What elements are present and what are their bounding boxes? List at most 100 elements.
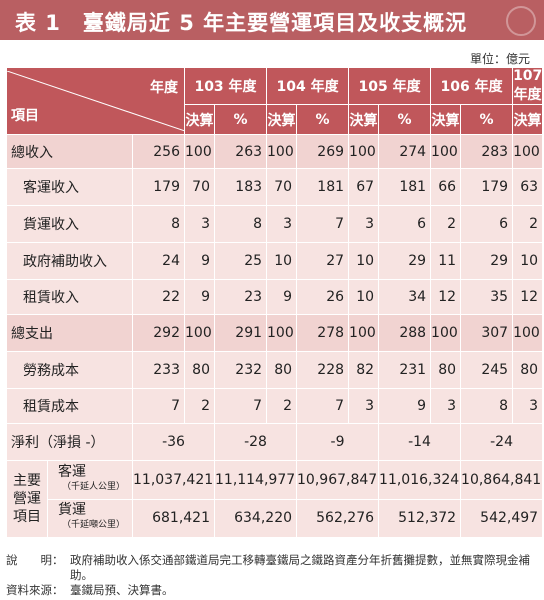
pct-cell: 80 xyxy=(184,351,215,389)
group-label-line: 營運 xyxy=(13,491,41,507)
pct-cell: 63 xyxy=(512,168,544,206)
row-label: 貨運收入 xyxy=(6,205,133,243)
table-row: 租賃成本 7 2 7 2 7 3 9 3 8 3 xyxy=(6,388,544,424)
year-header-105: 105 年度 xyxy=(348,67,432,105)
row-label: 總收入 xyxy=(6,134,133,169)
operation-row: 主要 營運 項目 客運 （千延人公里） 貨運 （千延噸公里） 11,037,421 11,114… xyxy=(6,460,544,538)
corner-header: 年度 項目 xyxy=(6,67,185,135)
value-cell: 228 xyxy=(296,351,350,389)
notes: 說 明： 政府補助收入係交通部鐵道局完工移轉臺鐵局之鐵路資產分年折舊攤提數，並無… xyxy=(6,553,538,598)
year-header-107: 107 年度 xyxy=(512,67,544,105)
table-row: 總收入 256 100 263 100 269 100 274 100 283 100 xyxy=(6,134,544,169)
note-label: 說 明： xyxy=(6,553,64,567)
table-row: 貨運收入 8 3 8 3 7 3 6 2 6 2 xyxy=(6,205,544,243)
net-value-cell: -14 xyxy=(378,423,462,461)
pct-header: % xyxy=(213,104,268,135)
value-cell: 22 xyxy=(132,279,185,315)
pct-cell: 100 xyxy=(430,134,462,169)
operation-value-cell: 681,421 xyxy=(132,498,215,538)
pct-cell: 9 xyxy=(184,242,215,280)
source-label: 資料來源： xyxy=(6,583,64,597)
value-cell: 7 xyxy=(213,388,268,424)
value-cell: 274 xyxy=(378,134,432,169)
operation-value-cell: 634,220 xyxy=(213,498,298,538)
value-cell: 29 xyxy=(378,242,432,280)
value-cell: 256 xyxy=(132,134,185,169)
table-row: 客運收入 179 70 183 70 181 67 181 66 179 63 xyxy=(6,168,544,206)
source-text: 臺鐵局預、決算書。 xyxy=(70,583,174,597)
decorative-emblem-icon xyxy=(506,6,536,36)
value-cell: 232 xyxy=(213,351,268,389)
value-cell: 245 xyxy=(460,351,514,389)
value-cell: 6 xyxy=(460,205,514,243)
row-label: 租賃成本 xyxy=(6,388,133,424)
pct-cell: 100 xyxy=(184,314,215,352)
operation-value-cell: 11,114,977 xyxy=(213,460,298,500)
settle-header: 決算 xyxy=(184,104,215,135)
item-axis-label: 項目 xyxy=(11,108,39,124)
value-cell: 181 xyxy=(296,168,350,206)
pct-cell: 10 xyxy=(266,242,298,280)
row-label: 勞務成本 xyxy=(6,351,133,389)
year-axis-label: 年度 xyxy=(150,80,178,96)
pct-cell: 100 xyxy=(348,134,380,169)
pct-cell: 9 xyxy=(184,279,215,315)
pct-cell: 3 xyxy=(184,205,215,243)
pct-cell: 80 xyxy=(430,351,462,389)
year-header-106: 106 年度 xyxy=(430,67,514,105)
pct-cell: 9 xyxy=(266,279,298,315)
route-unit: （千延噸公里） xyxy=(62,520,126,531)
pct-cell: 10 xyxy=(512,242,544,280)
operation-row: 681,421 634,220 562,276 512,372 542,497 xyxy=(7,498,544,538)
value-cell: 6 xyxy=(378,205,432,243)
pct-cell: 3 xyxy=(430,388,462,424)
title-bar: 表 1 臺鐵局近 5 年主要營運項目及收支概況 xyxy=(0,0,544,40)
note-text: 政府補助收入係交通部鐵道局完工移轉臺鐵局之鐵路資產分年折舊攤提數，並無實際現金補… xyxy=(70,553,530,582)
value-cell: 29 xyxy=(460,242,514,280)
pct-cell: 100 xyxy=(512,134,544,169)
value-cell: 7 xyxy=(132,388,185,424)
row-label: 客運收入 xyxy=(6,168,133,206)
pct-cell: 100 xyxy=(512,314,544,352)
value-cell: 307 xyxy=(460,314,514,352)
value-cell: 26 xyxy=(296,279,350,315)
operation-value-cell: 542,497 xyxy=(460,498,544,538)
operation-value-cell: 10,967,847 xyxy=(296,460,380,500)
route-name: 貨運 xyxy=(58,502,86,519)
pct-header: % xyxy=(296,104,350,135)
value-cell: 263 xyxy=(213,134,268,169)
pct-cell: 66 xyxy=(430,168,462,206)
pct-cell: 70 xyxy=(184,168,215,206)
value-cell: 24 xyxy=(132,242,185,280)
pct-cell: 3 xyxy=(266,205,298,243)
value-cell: 183 xyxy=(213,168,268,206)
settle-header: 決算 xyxy=(430,104,462,135)
table-row: 總支出 292 100 291 100 278 100 288 100 307 100 xyxy=(6,314,544,352)
row-label: 總支出 xyxy=(6,314,133,352)
net-row: 淨利（淨損 -） -36 -28 -9 -14 -24 xyxy=(6,423,544,461)
net-value-cell: -24 xyxy=(460,423,544,461)
year-header-104: 104 年度 xyxy=(266,67,350,105)
row-label: 租賃收入 xyxy=(6,279,133,315)
value-cell: 291 xyxy=(213,314,268,352)
pct-cell: 10 xyxy=(348,242,380,280)
pct-cell: 10 xyxy=(348,279,380,315)
value-cell: 27 xyxy=(296,242,350,280)
pct-cell: 11 xyxy=(430,242,462,280)
value-cell: 34 xyxy=(378,279,432,315)
year-header-103: 103 年度 xyxy=(183,67,268,105)
value-cell: 233 xyxy=(132,351,185,389)
value-cell: 288 xyxy=(378,314,432,352)
pct-cell: 3 xyxy=(512,388,544,424)
finance-table: 年度 項目 103 年度 104 年度 105 年度 106 年度 107 年度… xyxy=(6,67,544,538)
pct-cell: 2 xyxy=(512,205,544,243)
diagonal-divider xyxy=(7,71,184,131)
pct-cell: 12 xyxy=(430,279,462,315)
value-cell: 181 xyxy=(378,168,432,206)
route-name: 客運 xyxy=(58,463,86,480)
pct-cell: 100 xyxy=(266,134,298,169)
route-unit: （千延人公里） xyxy=(62,481,126,492)
group-label-line: 項目 xyxy=(13,509,41,525)
table-title: 表 1 臺鐵局近 5 年主要營運項目及收支概況 xyxy=(15,11,468,35)
pct-cell: 3 xyxy=(348,388,380,424)
